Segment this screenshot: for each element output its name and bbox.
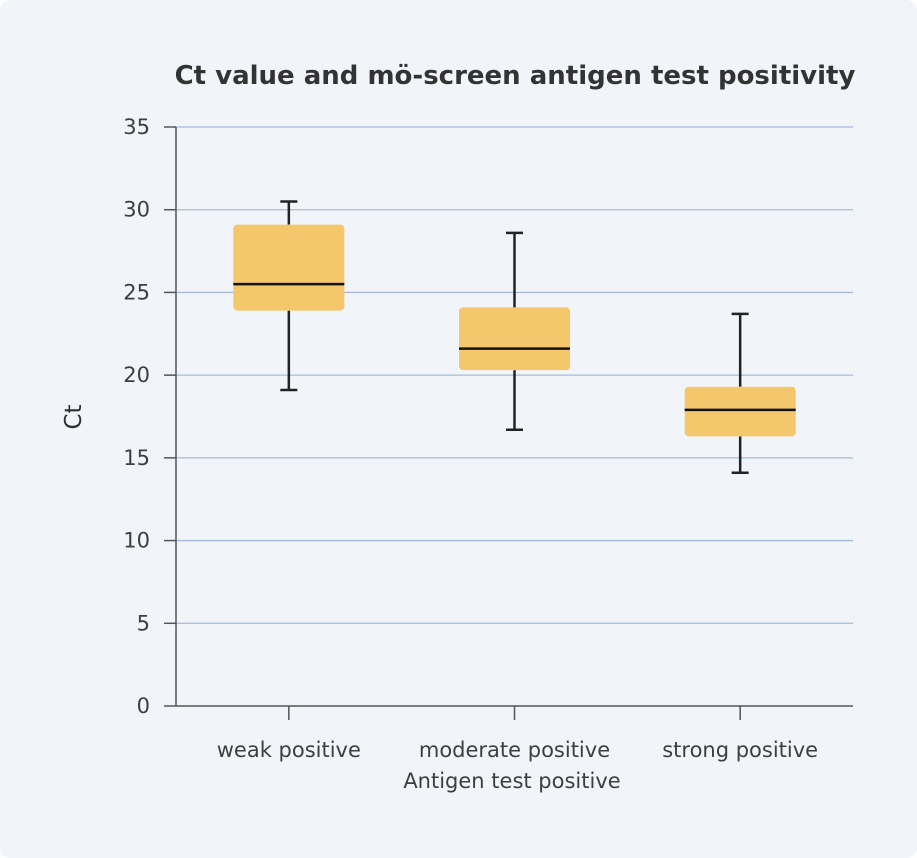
iqr-box xyxy=(233,224,345,311)
y-axis-title: Ct xyxy=(61,404,87,429)
iqr-box xyxy=(684,386,796,437)
x-category-label: strong positive xyxy=(662,738,818,762)
y-tick-label: 5 xyxy=(137,611,150,635)
iqr-box xyxy=(459,307,570,371)
x-category-label: weak positive xyxy=(217,738,361,762)
box-layer xyxy=(233,200,796,474)
y-tick-label: 10 xyxy=(123,529,150,553)
y-tick-label: 15 xyxy=(123,446,150,470)
x-axis-title: Antigen test positive xyxy=(403,769,620,793)
y-tick-label: 35 xyxy=(123,115,150,139)
y-tick-label: 30 xyxy=(123,198,150,222)
y-tick-label: 0 xyxy=(137,694,150,718)
chart-title: Ct value and mö-screen antigen test posi… xyxy=(175,61,856,91)
y-tick-label: 20 xyxy=(123,363,150,387)
y-tick-label: 25 xyxy=(123,280,150,304)
label-layer: 0 5 10 15 20 25 30 35 weak positive moderate posi… xyxy=(123,115,818,762)
axis-layer xyxy=(164,126,853,720)
x-category-label: moderate positive xyxy=(419,738,610,762)
